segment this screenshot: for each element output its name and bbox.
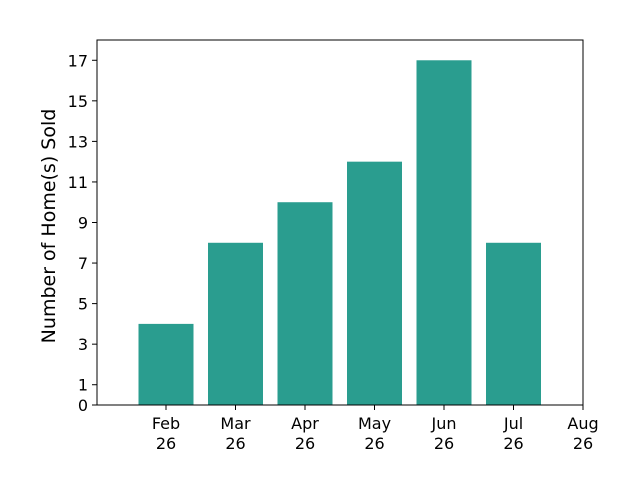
y-axis-label: Number of Home(s) Sold [38,109,60,344]
x-tick-label: Mar 26 [220,414,251,453]
x-axis-ticks: Feb 26 Mar 26 Apr 26 May 26 Jun 26 Jul 26 Aug 26 [152,405,599,453]
y-tick-label: 15 [68,92,88,111]
plot-frame [96,39,584,406]
bar-apr-26 [277,202,333,405]
x-tick-label: Jul 26 [503,414,524,453]
bars-group [138,60,541,406]
bar-may-26 [347,161,402,405]
x-tick-label: Aug 26 [567,414,598,453]
y-tick-label: 9 [78,214,88,233]
y-tick-label: 0 [78,396,88,415]
x-tick-label: Feb 26 [152,414,180,453]
y-tick-label: 3 [78,335,88,354]
x-tick-label: Apr 26 [291,414,319,453]
x-tick-label: Jun 26 [431,414,457,453]
x-tick-label: May 26 [358,414,391,453]
y-tick-label: 5 [78,295,88,314]
y-tick-label: 1 [78,376,88,395]
y-tick-label: 13 [68,132,88,151]
y-tick-label: 7 [78,254,88,273]
bar-jul-26 [486,242,541,405]
bar-feb-26 [138,323,194,405]
bar-jun-26 [416,60,472,406]
y-tick-label: 11 [68,173,88,192]
y-tick-label: 17 [68,51,88,70]
bar-mar-26 [208,242,263,405]
